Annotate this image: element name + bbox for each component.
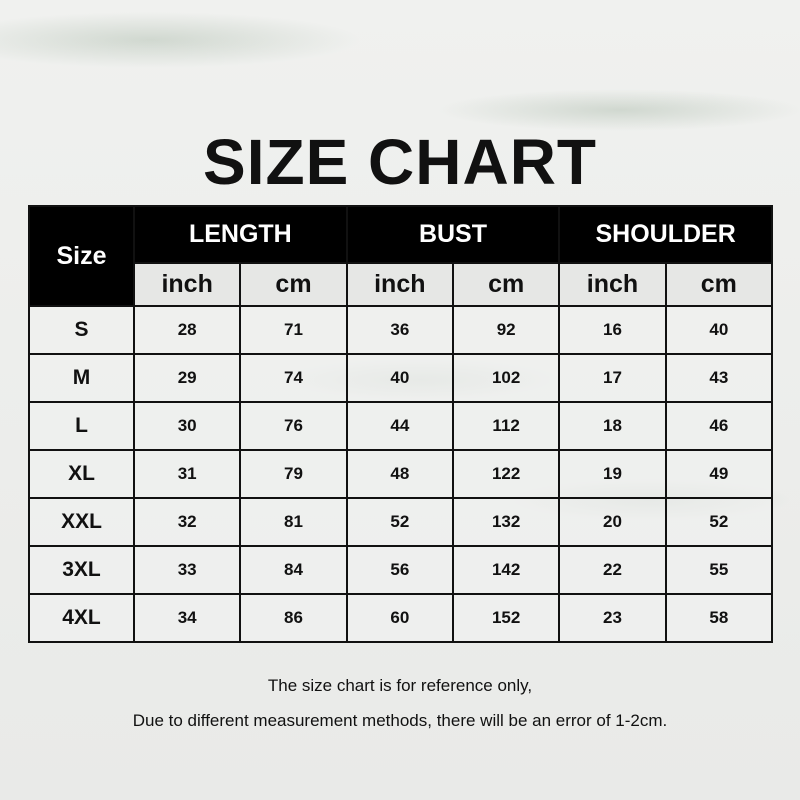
note-error: Due to different measurement methods, th… <box>132 711 668 730</box>
table-row: S 28 71 36 92 16 40 <box>28 305 774 355</box>
table-row: 3XL 33 84 56 142 22 55 <box>28 545 774 595</box>
value-cell: 71 <box>239 305 348 355</box>
note-reference: The size chart is for reference only, <box>267 676 533 695</box>
size-cell: 3XL <box>28 545 135 595</box>
value-cell: 49 <box>664 449 774 499</box>
size-cell: L <box>28 401 135 451</box>
value-cell: 43 <box>664 353 774 403</box>
value-cell: 28 <box>132 305 242 355</box>
value-cell: 58 <box>664 593 774 643</box>
size-cell: 4XL <box>28 593 135 643</box>
table-row: M 29 74 40 102 17 43 <box>28 353 774 403</box>
value-cell: 132 <box>451 497 561 547</box>
value-cell: 74 <box>239 353 348 403</box>
value-cell: 18 <box>558 401 667 451</box>
value-cell: 32 <box>132 497 242 547</box>
size-cell: S <box>28 305 135 355</box>
value-cell: 34 <box>132 593 242 643</box>
table-row: L 30 76 44 112 18 46 <box>28 401 774 451</box>
unit-header: cm <box>451 262 561 307</box>
value-cell: 92 <box>451 305 561 355</box>
value-cell: 30 <box>132 401 242 451</box>
value-cell: 33 <box>132 545 242 595</box>
value-cell: 44 <box>345 401 454 451</box>
size-cell: M <box>28 353 135 403</box>
value-cell: 84 <box>239 545 348 595</box>
unit-header: inch <box>345 262 454 307</box>
value-cell: 152 <box>451 593 561 643</box>
value-cell: 16 <box>558 305 667 355</box>
value-cell: 55 <box>664 545 774 595</box>
value-cell: 31 <box>132 449 242 499</box>
value-cell: 40 <box>664 305 774 355</box>
unit-header: cm <box>664 262 774 307</box>
unit-header: inch <box>558 262 667 307</box>
value-cell: 122 <box>451 449 561 499</box>
value-cell: 81 <box>239 497 348 547</box>
value-cell: 52 <box>664 497 774 547</box>
value-cell: 36 <box>345 305 454 355</box>
value-cell: 79 <box>239 449 348 499</box>
value-cell: 52 <box>345 497 454 547</box>
page-title: SIZE CHART <box>203 126 597 198</box>
value-cell: 102 <box>451 353 561 403</box>
size-cell: XL <box>28 449 135 499</box>
value-cell: 60 <box>345 593 454 643</box>
value-cell: 17 <box>558 353 667 403</box>
table-row: XXL 32 81 52 132 20 52 <box>28 497 774 547</box>
value-cell: 46 <box>664 401 774 451</box>
value-cell: 19 <box>558 449 667 499</box>
value-cell: 48 <box>345 449 454 499</box>
value-cell: 86 <box>239 593 348 643</box>
value-cell: 20 <box>558 497 667 547</box>
value-cell: 23 <box>558 593 667 643</box>
unit-header: cm <box>239 262 348 307</box>
table-row: 4XL 34 86 60 152 23 58 <box>28 593 774 643</box>
unit-header: inch <box>132 262 242 307</box>
table-row: XL 31 79 48 122 19 49 <box>28 449 774 499</box>
group-length: LENGTH <box>133 205 348 264</box>
group-bust: BUST <box>345 205 561 264</box>
size-cell: XXL <box>28 497 135 547</box>
size-header: Size <box>28 205 135 307</box>
value-cell: 112 <box>451 401 561 451</box>
size-table: Size LENGTH BUST SHOULDER inch cm inch cm in… <box>28 205 774 643</box>
value-cell: 142 <box>451 545 561 595</box>
value-cell: 76 <box>239 401 348 451</box>
value-cell: 22 <box>558 545 667 595</box>
group-shoulder: SHOULDER <box>558 205 773 264</box>
value-cell: 56 <box>345 545 454 595</box>
value-cell: 40 <box>345 353 454 403</box>
value-cell: 29 <box>132 353 242 403</box>
